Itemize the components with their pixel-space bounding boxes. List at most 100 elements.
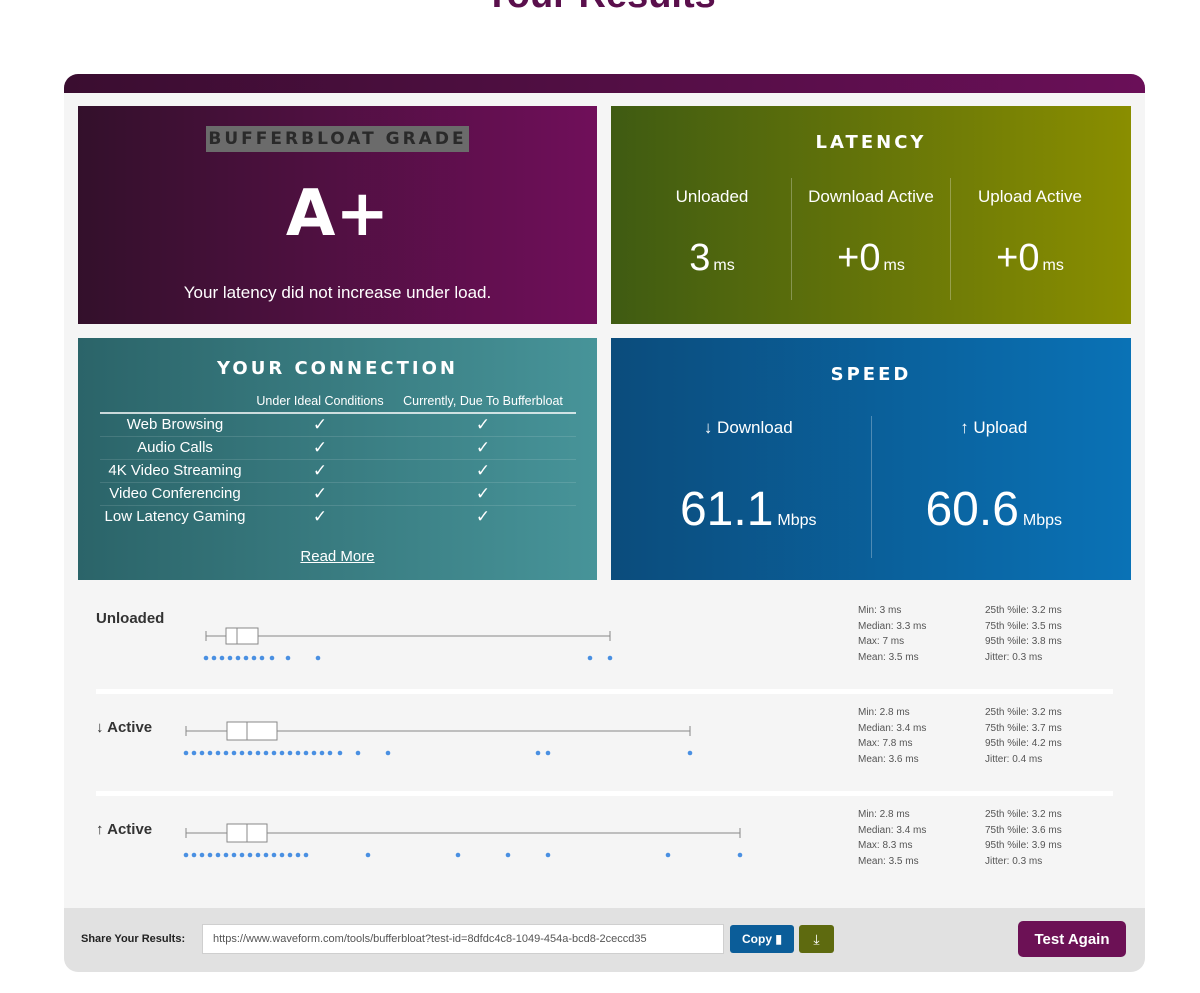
latency-label: Unloaded xyxy=(675,187,749,206)
sample-dot xyxy=(303,852,309,858)
speed-panel: SPEED ↓ Download 61.1 Mbps ↑ Upload 60.6 M… xyxy=(611,338,1131,580)
check-icon: ✓ xyxy=(475,415,491,435)
stat-p75: 75th %ile: 3.5 ms xyxy=(985,620,1062,632)
check-icon: ✓ xyxy=(312,507,328,527)
check-icon: ✓ xyxy=(312,461,328,481)
connection-table: Under Ideal Conditions Currently, Due To… xyxy=(100,394,576,528)
stat-max: Max: 8.3 ms xyxy=(858,840,913,851)
box-plot-download-active xyxy=(183,721,693,756)
stat-p95: 95th %ile: 3.9 ms xyxy=(985,840,1062,851)
sample-dot xyxy=(279,852,285,858)
latency-columns: Unloaded 3 ms Download Active +0 ms Upload… xyxy=(633,178,1109,300)
copy-button[interactable]: Copy ▮ xyxy=(730,925,794,953)
box-plot-unloaded xyxy=(203,627,613,661)
check-icon: ✓ xyxy=(475,461,491,481)
grade-letter: A+ xyxy=(285,177,390,251)
sample-dot xyxy=(315,655,321,661)
plot-row-upload-active: ↑ Active Min: 2.8 ms Median: 3.4 ms Max:… xyxy=(96,791,1113,893)
iqr-box xyxy=(226,721,278,741)
sample-dot xyxy=(231,852,237,858)
sample-dot xyxy=(279,750,285,756)
sample-dot xyxy=(687,750,693,756)
latency-title: LATENCY xyxy=(815,132,927,153)
grade-title: BUFFERBLOAT GRADE xyxy=(206,126,469,152)
stat-p25: 25th %ile: 3.2 ms xyxy=(985,605,1062,616)
activity-name: Video Conferencing xyxy=(109,485,241,502)
stats-left: Min: 3 ms Median: 3.3 ms Max: 7 ms Mean:… xyxy=(858,603,926,665)
share-url-input[interactable] xyxy=(202,924,724,954)
col-current-bufferbloat: Currently, Due To Bufferbloat xyxy=(403,394,563,408)
sample-dot xyxy=(215,852,221,858)
sample-dot xyxy=(219,655,225,661)
sample-dot xyxy=(259,655,265,661)
sample-dot xyxy=(385,750,391,756)
latency-download-active: Download Active +0 ms xyxy=(791,178,950,300)
speed-title: SPEED xyxy=(830,364,912,385)
table-row: Video Conferencing ✓ ✓ xyxy=(100,483,576,506)
sample-dot xyxy=(223,852,229,858)
test-again-button[interactable]: Test Again xyxy=(1018,921,1126,957)
latency-unit: ms xyxy=(713,257,735,274)
stat-p25: 25th %ile: 3.2 ms xyxy=(985,809,1062,820)
connection-table-header: Under Ideal Conditions Currently, Due To… xyxy=(100,394,576,414)
sample-dot xyxy=(505,852,511,858)
stat-p75: 75th %ile: 3.6 ms xyxy=(985,824,1062,836)
check-icon: ✓ xyxy=(312,484,328,504)
sample-dot xyxy=(247,852,253,858)
plot-label: ↑ Active xyxy=(96,821,153,838)
plot-label: ↓ Active xyxy=(96,719,153,736)
sample-dot xyxy=(607,655,613,661)
stats-left: Min: 2.8 ms Median: 3.4 ms Max: 7.8 ms M… xyxy=(858,705,926,767)
sample-dot xyxy=(737,852,743,858)
latency-value: +0 xyxy=(837,237,881,279)
sample-dot xyxy=(311,750,317,756)
latency-label: Upload Active xyxy=(978,187,1082,206)
connection-title: YOUR CONNECTION xyxy=(217,358,458,379)
sample-dot xyxy=(231,750,237,756)
download-value: 61.1 xyxy=(679,483,774,536)
upload-unit: Mbps xyxy=(1022,512,1063,529)
sample-dot xyxy=(319,750,325,756)
latency-label: Download Active xyxy=(808,187,934,206)
upload-label: ↑ Upload xyxy=(960,418,1028,437)
stat-p95: 95th %ile: 3.8 ms xyxy=(985,636,1062,647)
sample-dot xyxy=(183,750,189,756)
sample-dot xyxy=(235,655,241,661)
box-plot-upload-active xyxy=(183,823,743,858)
sample-dot xyxy=(199,852,205,858)
share-label: Share Your Results: xyxy=(81,933,186,945)
iqr-box xyxy=(225,627,259,645)
speed-download: ↓ Download 61.1 Mbps xyxy=(626,416,871,558)
sample-dot xyxy=(223,750,229,756)
sample-dot xyxy=(207,750,213,756)
sample-dot xyxy=(303,750,309,756)
activity-name: Web Browsing xyxy=(126,416,224,433)
stat-mean: Mean: 3.5 ms xyxy=(858,855,919,867)
stats-right: 25th %ile: 3.2 ms 75th %ile: 3.5 ms 95th… xyxy=(985,603,1062,665)
stat-min: Min: 2.8 ms xyxy=(858,707,910,718)
latency-unloaded: Unloaded 3 ms xyxy=(633,178,791,300)
sample-dot xyxy=(251,655,257,661)
sample-dot xyxy=(211,655,217,661)
plot-label: Unloaded xyxy=(96,610,165,627)
sample-dot xyxy=(255,750,261,756)
sample-dot xyxy=(247,750,253,756)
share-footer: Share Your Results: Copy ▮ ⤓ Test Again xyxy=(64,908,1145,972)
latency-distribution: Unloaded Min: 3 ms Median: 3.3 ms Max: 7… xyxy=(96,592,1113,893)
plot-row-unloaded: Unloaded Min: 3 ms Median: 3.3 ms Max: 7… xyxy=(96,592,1113,689)
card-top-bar xyxy=(64,74,1145,93)
download-label: ↓ Download xyxy=(703,418,793,437)
sample-dot xyxy=(239,852,245,858)
table-row: Web Browsing ✓ ✓ xyxy=(100,414,576,437)
download-unit: Mbps xyxy=(777,512,817,529)
stat-p25: 25th %ile: 3.2 ms xyxy=(985,707,1062,718)
table-row: 4K Video Streaming ✓ ✓ xyxy=(100,460,576,483)
col-ideal-conditions: Under Ideal Conditions xyxy=(256,394,384,408)
download-button[interactable]: ⤓ xyxy=(799,925,834,953)
results-card: BUFFERBLOAT GRADE A+ Your latency did no… xyxy=(64,74,1145,972)
download-icon: ⤓ xyxy=(813,930,820,947)
grade-message: Your latency did not increase under load… xyxy=(183,283,492,302)
latency-unit: ms xyxy=(883,257,905,274)
stats-left: Min: 2.8 ms Median: 3.4 ms Max: 8.3 ms M… xyxy=(858,807,926,869)
read-more-link[interactable]: Read More xyxy=(300,548,375,565)
